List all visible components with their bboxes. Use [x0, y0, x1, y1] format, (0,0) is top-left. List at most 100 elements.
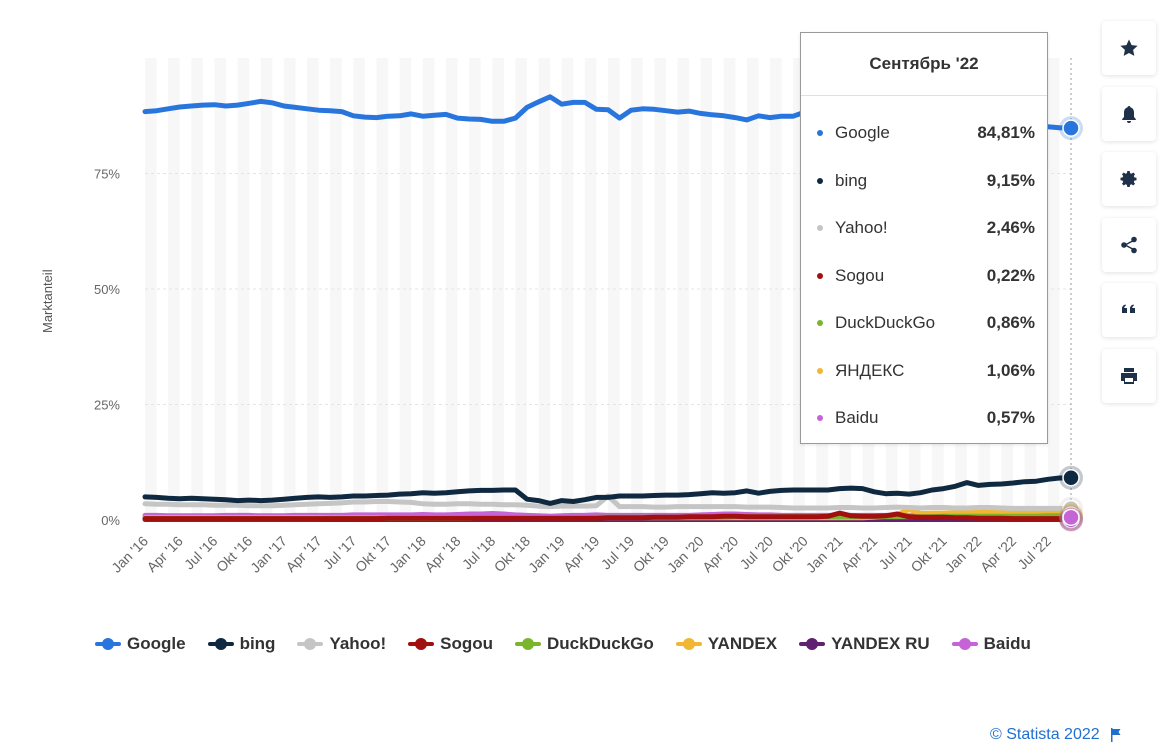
legend-label: DuckDuckGo [547, 634, 654, 654]
tooltip-row: Yahoo! 2,46% [817, 216, 1035, 240]
tooltip-series-value: 0,86% [987, 313, 1035, 333]
x-tick-label: Jan '17 [247, 533, 290, 576]
x-tick-label: Jan '20 [664, 533, 707, 576]
x-tick-label: Okt '18 [491, 533, 534, 576]
legend-label: Yahoo! [329, 634, 386, 654]
series-dot-icon [817, 273, 823, 279]
tooltip-series-name: bing [835, 171, 987, 191]
x-tick-label: Jan '22 [942, 533, 985, 576]
y-tick-label: 25% [94, 398, 120, 413]
legend-item-yandex-ru[interactable]: YANDEX RU [799, 634, 930, 654]
series-dot-icon [817, 415, 823, 421]
legend-label: bing [240, 634, 276, 654]
statista-credit[interactable]: © Statista 2022 [990, 726, 1122, 744]
legend-swatch-icon [952, 642, 978, 646]
legend-swatch-icon [408, 642, 434, 646]
legend-label: YANDEX [708, 634, 777, 654]
gear-icon [1119, 169, 1139, 189]
legend-swatch-icon [297, 642, 323, 646]
tooltip-series-value: 9,15% [987, 171, 1035, 191]
tooltip-series-value: 1,06% [987, 361, 1035, 381]
x-tick-label: Jan '18 [386, 533, 429, 576]
x-tick-label: Jan '21 [803, 533, 846, 576]
tooltip-series-name: Google [835, 123, 977, 143]
legend-label: YANDEX RU [831, 634, 930, 654]
legend-item-google[interactable]: Google [95, 634, 186, 654]
tooltip: Сентябрь '22 Google 84,81% bing 9,15% Yahoo!… [800, 32, 1048, 444]
y-tick-label: 50% [94, 282, 120, 297]
series-dot-icon [817, 320, 823, 326]
flag-icon[interactable] [1110, 728, 1122, 742]
bell-button[interactable] [1102, 87, 1156, 141]
tooltip-series-name: DuckDuckGo [835, 313, 987, 333]
x-tick-label: Okt '17 [352, 533, 395, 576]
tooltip-row: ЯНДЕКС 1,06% [817, 359, 1035, 383]
x-tick-label: Apr '21 [838, 533, 881, 576]
legend-item-bing[interactable]: bing [208, 634, 276, 654]
tooltip-series-name: Sogou [835, 266, 987, 286]
bell-icon [1119, 104, 1139, 124]
tooltip-series-value: 0,22% [987, 266, 1035, 286]
marker-google [1063, 120, 1079, 136]
quote-button[interactable] [1102, 283, 1156, 337]
tooltip-series-value: 84,81% [977, 123, 1035, 143]
legend-label: Sogou [440, 634, 493, 654]
legend-label: Google [127, 634, 186, 654]
x-tick-label: Apr '19 [560, 533, 603, 576]
tooltip-series-value: 0,57% [987, 408, 1035, 428]
legend-swatch-icon [208, 642, 234, 646]
print-button[interactable] [1102, 349, 1156, 403]
tooltip-series-name: Yahoo! [835, 218, 987, 238]
legend-label: Baidu [984, 634, 1031, 654]
x-tick-label: Jan '16 [108, 533, 151, 576]
y-axis-label: Marktanteil [40, 269, 55, 333]
quote-icon [1119, 300, 1139, 320]
y-tick-label: 75% [94, 167, 120, 182]
legend-item-duckduckgo[interactable]: DuckDuckGo [515, 634, 654, 654]
legend: Google bing Yahoo! Sogou DuckDuckGo YANDEX YAN… [95, 634, 1053, 654]
tooltip-row: bing 9,15% [817, 169, 1035, 193]
tooltip-series-name: Baidu [835, 408, 987, 428]
series-dot-icon [817, 225, 823, 231]
legend-swatch-icon [515, 642, 541, 646]
tooltip-row: DuckDuckGo 0,86% [817, 311, 1035, 335]
x-tick-label: Jan '19 [525, 533, 568, 576]
y-tick-label: 0% [101, 513, 120, 528]
credit-text[interactable]: © Statista 2022 [990, 726, 1100, 744]
tooltip-row: Baidu 0,57% [817, 406, 1035, 430]
x-tick-label: Okt '19 [630, 533, 673, 576]
legend-item-sogou[interactable]: Sogou [408, 634, 493, 654]
print-icon [1119, 366, 1139, 386]
tooltip-row: Google 84,81% [817, 121, 1035, 145]
star-icon [1119, 38, 1139, 58]
x-tick-label: Apr '17 [282, 533, 325, 576]
series-dot-icon [817, 130, 823, 136]
gear-button[interactable] [1102, 152, 1156, 206]
series-dot-icon [817, 368, 823, 374]
tooltip-series-value: 2,46% [987, 218, 1035, 238]
star-button[interactable] [1102, 21, 1156, 75]
legend-item-yandex[interactable]: YANDEX [676, 634, 777, 654]
tooltip-row: Sogou 0,22% [817, 264, 1035, 288]
tooltip-series-name: ЯНДЕКС [835, 361, 987, 381]
share-icon [1119, 235, 1139, 255]
legend-item-yahoo-[interactable]: Yahoo! [297, 634, 386, 654]
legend-swatch-icon [676, 642, 702, 646]
legend-swatch-icon [799, 642, 825, 646]
legend-swatch-icon [95, 642, 121, 646]
x-tick-label: Okt '16 [213, 533, 256, 576]
x-tick-label: Apr '16 [143, 533, 186, 576]
tooltip-title: Сентябрь '22 [801, 33, 1047, 96]
y-axis-label-wrap: Marktanteil [40, 333, 60, 433]
x-tick-label: Apr '20 [699, 533, 742, 576]
marker-baidu [1063, 509, 1079, 525]
series-dot-icon [817, 178, 823, 184]
share-button[interactable] [1102, 218, 1156, 272]
x-tick-label: Okt '21 [907, 533, 950, 576]
marker-bing [1063, 470, 1079, 486]
legend-item-baidu[interactable]: Baidu [952, 634, 1031, 654]
x-tick-label: Jul '22 [1014, 533, 1054, 573]
x-tick-label: Okt '20 [769, 533, 812, 576]
x-tick-label: Apr '22 [977, 533, 1020, 576]
